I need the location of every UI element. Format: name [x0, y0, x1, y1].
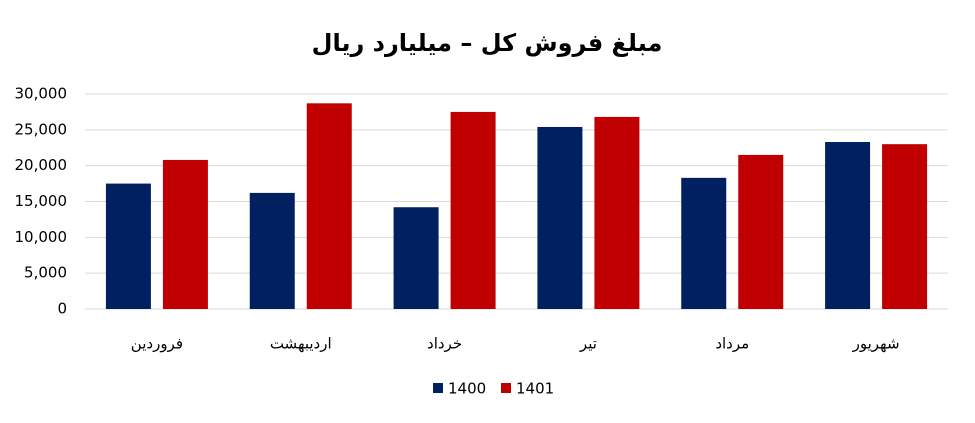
bar	[825, 142, 871, 309]
bar	[105, 183, 151, 309]
x-tick-label: تیر	[579, 335, 597, 353]
x-tick-label: اردیبهشت	[270, 335, 332, 353]
y-tick-label: 10,000	[15, 228, 68, 246]
x-tick-label: خرداد	[427, 335, 462, 353]
bar	[450, 111, 496, 310]
y-tick-label: 30,000	[15, 85, 68, 103]
bar	[393, 207, 439, 309]
bar	[306, 103, 352, 309]
legend-label: 1400	[448, 380, 486, 398]
y-tick-label: 5,000	[24, 264, 67, 282]
bar	[681, 177, 727, 309]
legend-swatch	[501, 383, 511, 393]
chart-title: مبلغ فروش کل – میلیارد ریال	[312, 29, 663, 57]
x-tick-label: مرداد	[715, 335, 749, 353]
bar	[738, 154, 784, 309]
legend-swatch	[433, 383, 443, 393]
bar	[882, 144, 928, 309]
bar	[249, 192, 295, 309]
legend-label: 1401	[516, 380, 554, 398]
bar	[594, 116, 640, 309]
y-tick-label: 0	[57, 300, 67, 318]
x-tick-label: شهریور	[852, 335, 900, 353]
bar	[537, 126, 583, 309]
y-tick-label: 25,000	[15, 120, 68, 138]
y-tick-label: 20,000	[15, 156, 68, 174]
bar	[162, 159, 208, 309]
x-tick-label: فروردین	[131, 335, 183, 353]
y-tick-label: 15,000	[15, 192, 68, 210]
